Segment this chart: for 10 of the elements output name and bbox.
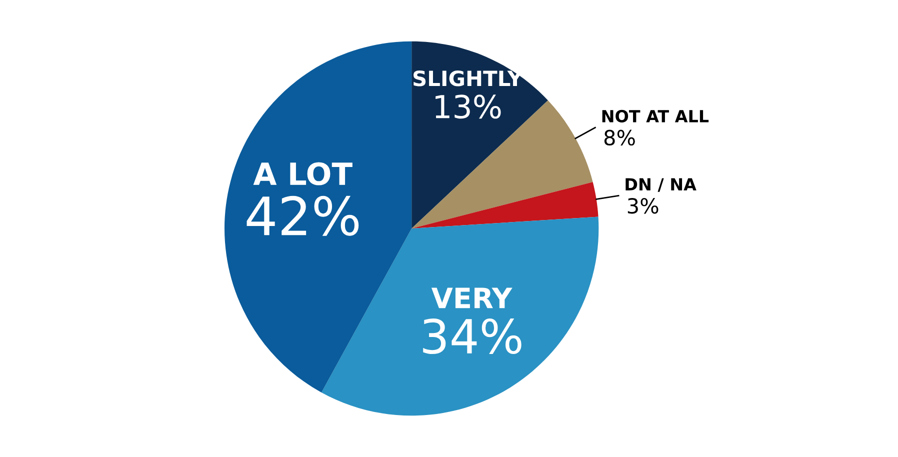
data-label: 42% (246, 196, 359, 236)
data-label: 3% (628, 198, 658, 214)
slice-label: DN / NA (626, 178, 696, 192)
slice-label: A LOT (253, 162, 352, 186)
slice-label: SLIGHTLY (414, 70, 523, 86)
data-label: 34% (423, 318, 522, 354)
slice-label: NOT AT ALL (602, 110, 709, 122)
slice-label: VERY (431, 288, 512, 308)
data-label: 8% (604, 130, 635, 146)
data-label: 13% (436, 94, 501, 119)
